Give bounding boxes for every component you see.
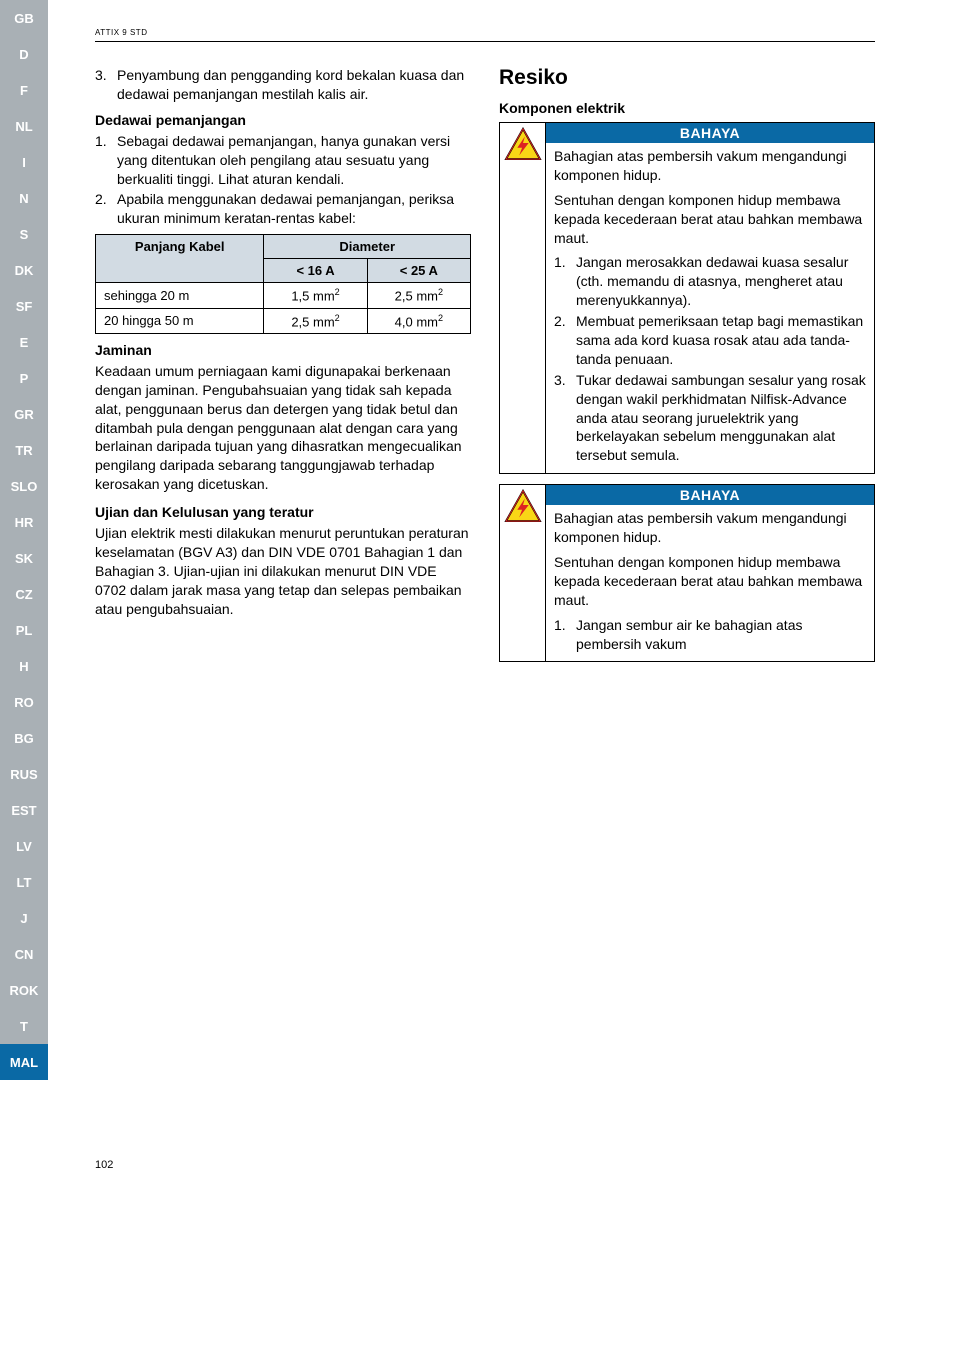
left-column: 3. Penyambung dan pengganding kord bekal… — [95, 66, 471, 1171]
warning-header: BAHAYA — [546, 485, 874, 505]
table-row: sehingga 20 m1,5 mm22,5 mm2 — [96, 283, 471, 308]
warranty-body: Keadaan umum perniagaan kami digunapakai… — [95, 362, 471, 494]
table-row: 20 hingga 50 m2,5 mm24,0 mm2 — [96, 308, 471, 333]
list-number: 1. — [95, 132, 117, 189]
lang-tab-hr[interactable]: HR — [0, 504, 48, 540]
lang-tab-p[interactable]: P — [0, 360, 48, 396]
page-number: 102 — [95, 1159, 471, 1171]
list-number: 2. — [554, 312, 576, 369]
list-number: 2. — [95, 190, 117, 228]
tests-body: Ujian elektrik mesti dilakukan menurut p… — [95, 524, 471, 618]
list-text: Apabila menggunakan dedawai pemanjangan,… — [117, 190, 471, 228]
lang-tab-sf[interactable]: SF — [0, 288, 48, 324]
risk-subtitle: Komponen elektrik — [499, 100, 875, 116]
lang-tab-lv[interactable]: LV — [0, 828, 48, 864]
lang-tab-cn[interactable]: CN — [0, 936, 48, 972]
lang-tab-d[interactable]: D — [0, 36, 48, 72]
lang-tab-slo[interactable]: SLO — [0, 468, 48, 504]
lang-tab-dk[interactable]: DK — [0, 252, 48, 288]
lang-tab-rus[interactable]: RUS — [0, 756, 48, 792]
list-text: Tukar dedawai sambungan sesalur yang ros… — [576, 371, 866, 465]
list-number: 1. — [554, 616, 576, 654]
language-sidebar: GBDFNLINSDKSFEPGRTRSLOHRSKCZPLHROBGRUSES… — [0, 0, 48, 1080]
warning-p1: Bahagian atas pembersih vakum mengandung… — [554, 509, 866, 547]
header-divider — [95, 41, 875, 42]
lang-tab-t[interactable]: T — [0, 1008, 48, 1044]
lang-tab-tr[interactable]: TR — [0, 432, 48, 468]
lang-tab-e[interactable]: E — [0, 324, 48, 360]
section-heading-extension: Dedawai pemanjangan — [95, 112, 471, 128]
lang-tab-lt[interactable]: LT — [0, 864, 48, 900]
risk-title: Resiko — [499, 66, 875, 90]
warning-p2: Sentuhan dengan komponen hidup membawa k… — [554, 553, 866, 610]
warning-box-1: BAHAYA Bahagian atas pembersih vakum men… — [499, 122, 875, 474]
list-text: Membuat pemeriksaan tetap bagi memastika… — [576, 312, 866, 369]
hazard-electric-icon — [504, 489, 542, 523]
hazard-electric-icon — [504, 127, 542, 161]
right-column: Resiko Komponen elektrik BAHAYA Ba — [499, 66, 875, 1171]
lang-tab-i[interactable]: I — [0, 144, 48, 180]
list-number: 1. — [554, 253, 576, 310]
lang-tab-j[interactable]: J — [0, 900, 48, 936]
lang-tab-mal[interactable]: MAL — [0, 1044, 48, 1080]
warning-p1: Bahagian atas pembersih vakum mengandung… — [554, 147, 866, 185]
lang-tab-ro[interactable]: RO — [0, 684, 48, 720]
lang-tab-gr[interactable]: GR — [0, 396, 48, 432]
page-content: ATTIX 9 STD 3. Penyambung dan penggandin… — [95, 0, 915, 1171]
table-head-cable: Panjang Kabel — [96, 235, 264, 283]
lang-tab-h[interactable]: H — [0, 648, 48, 684]
list-text: Penyambung dan pengganding kord bekalan … — [117, 66, 471, 104]
table-head-diameter: Diameter — [264, 235, 471, 259]
list-number: 3. — [554, 371, 576, 465]
table-sub-a: < 16 A — [264, 259, 367, 283]
lang-tab-cz[interactable]: CZ — [0, 576, 48, 612]
list-text: Jangan sembur air ke bahagian atas pembe… — [576, 616, 866, 654]
list-text: Sebagai dedawai pemanjangan, hanya gunak… — [117, 132, 471, 189]
lang-tab-nl[interactable]: NL — [0, 108, 48, 144]
lang-tab-s[interactable]: S — [0, 216, 48, 252]
model-label: ATTIX 9 STD — [95, 28, 875, 37]
lang-tab-pl[interactable]: PL — [0, 612, 48, 648]
list-number: 3. — [95, 66, 117, 104]
warning-box-2: BAHAYA Bahagian atas pembersih vakum men… — [499, 484, 875, 662]
lang-tab-rok[interactable]: ROK — [0, 972, 48, 1008]
warning-header: BAHAYA — [546, 123, 874, 143]
lang-tab-gb[interactable]: GB — [0, 0, 48, 36]
lang-tab-est[interactable]: EST — [0, 792, 48, 828]
section-heading-tests: Ujian dan Kelulusan yang teratur — [95, 504, 471, 520]
lang-tab-n[interactable]: N — [0, 180, 48, 216]
section-heading-warranty: Jaminan — [95, 342, 471, 358]
lang-tab-f[interactable]: F — [0, 72, 48, 108]
lang-tab-sk[interactable]: SK — [0, 540, 48, 576]
list-text: Jangan merosakkan dedawai kuasa sesalur … — [576, 253, 866, 310]
table-sub-b: < 25 A — [367, 259, 470, 283]
cable-table: Panjang Kabel Diameter < 16 A < 25 A seh… — [95, 234, 471, 334]
lang-tab-bg[interactable]: BG — [0, 720, 48, 756]
warning-p2: Sentuhan dengan komponen hidup membawa k… — [554, 191, 866, 248]
